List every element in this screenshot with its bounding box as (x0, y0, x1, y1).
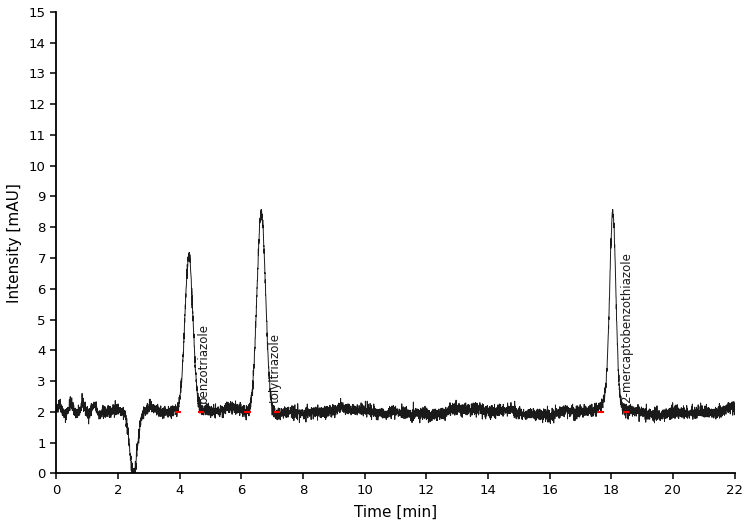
Y-axis label: Intensity [mAU]: Intensity [mAU] (7, 183, 22, 302)
Text: tolyltriazole: tolyltriazole (269, 333, 282, 403)
Text: 2-mercaptobenzothiazole: 2-mercaptobenzothiazole (620, 252, 634, 403)
X-axis label: Time [min]: Time [min] (354, 505, 437, 520)
Text: benzotriazole: benzotriazole (196, 323, 209, 403)
